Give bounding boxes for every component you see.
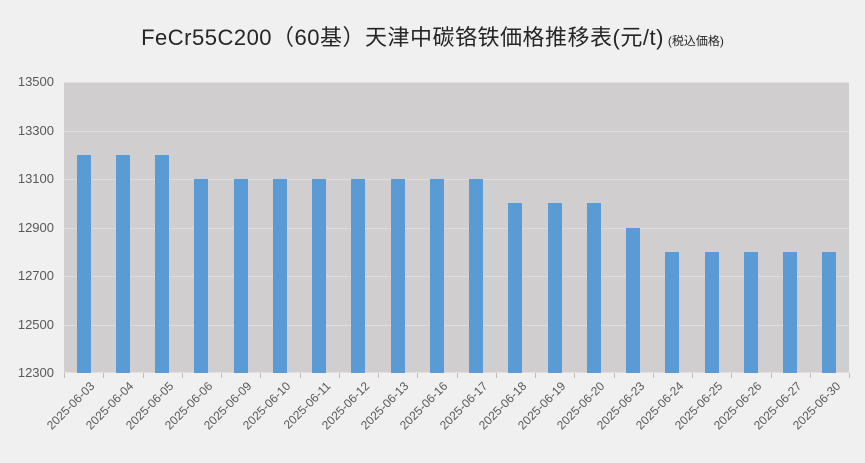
y-tick-label: 12300: [17, 365, 54, 380]
bar-2025-06-25: [704, 251, 719, 373]
gridline: [64, 179, 849, 180]
bar-2025-06-10: [272, 179, 287, 373]
bar-2025-06-26: [743, 251, 758, 373]
gridline: [64, 228, 849, 229]
x-tick-mark: [378, 373, 379, 378]
bar-2025-06-23: [626, 227, 641, 373]
bar-2025-06-06: [194, 179, 209, 373]
x-tick-mark: [731, 373, 733, 378]
bar-2025-06-11: [312, 179, 327, 373]
bar-2025-06-19: [547, 203, 562, 373]
bar-2025-06-05: [155, 154, 170, 373]
chart-title: FeCr55C200（60基）天津中碳铬铁価格推移表(元/t) (税込価格): [0, 20, 865, 52]
x-tick-mark: [299, 373, 301, 378]
x-tick-mark: [456, 373, 458, 378]
bar-2025-06-30: [822, 251, 837, 373]
x-tick-mark: [221, 373, 222, 378]
bar-2025-06-09: [233, 179, 248, 373]
chart-title-suffix: (税込価格): [667, 34, 724, 48]
chart-title-text: FeCr55C200（60基）天津中碳铬铁価格推移表(元/t): [141, 25, 664, 50]
y-tick-label: 13500: [17, 74, 54, 89]
y-tick-label: 13100: [17, 171, 54, 186]
gridline: [64, 276, 849, 277]
gridline: [64, 82, 849, 83]
y-tick-label: 12700: [17, 268, 54, 283]
bar-2025-06-04: [115, 154, 130, 373]
x-tick-mark: [849, 373, 850, 378]
x-tick-mark: [103, 373, 105, 378]
y-tick-label: 13300: [17, 122, 54, 138]
bar-2025-06-16: [429, 179, 444, 373]
x-tick-mark: [652, 373, 654, 378]
x-tick-mark: [770, 373, 772, 378]
plot-area: [64, 82, 849, 373]
x-tick-mark: [495, 373, 497, 378]
x-tick-mark: [574, 373, 576, 378]
bar-2025-06-24: [665, 251, 680, 373]
gridline: [64, 325, 849, 326]
x-tick-mark: [417, 373, 419, 378]
x-tick-mark: [692, 373, 693, 378]
gridline: [64, 372, 849, 373]
bar-2025-06-18: [508, 203, 523, 373]
x-tick-mark: [142, 373, 144, 378]
bar-2025-06-27: [783, 251, 798, 373]
bar-2025-06-13: [390, 179, 405, 373]
x-tick-mark: [64, 373, 65, 378]
bar-2025-06-17: [469, 179, 484, 373]
bar-2025-06-20: [586, 203, 601, 373]
gridline: [64, 131, 849, 132]
y-tick-label: 12500: [17, 316, 54, 332]
x-tick-mark: [181, 373, 183, 378]
y-tick-label: 12900: [17, 219, 54, 235]
x-tick-mark: [260, 373, 262, 378]
x-tick-mark: [613, 373, 615, 378]
bar-2025-06-03: [76, 154, 91, 373]
x-tick-mark: [338, 373, 340, 378]
x-tick-mark: [535, 373, 536, 378]
bar-2025-06-12: [351, 179, 366, 373]
x-tick-mark: [809, 373, 811, 378]
